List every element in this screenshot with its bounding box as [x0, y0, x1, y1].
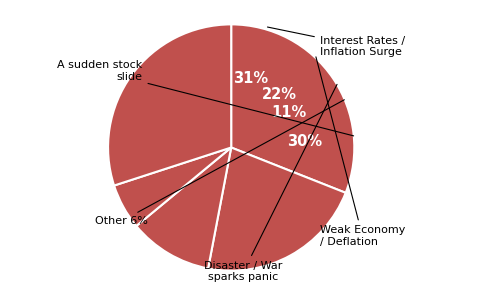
Text: Interest Rates /
Inflation Surge: Interest Rates / Inflation Surge [267, 27, 405, 57]
Wedge shape [108, 24, 231, 186]
Text: 11%: 11% [271, 105, 306, 119]
Text: Other 6%: Other 6% [94, 100, 344, 226]
Text: 31%: 31% [233, 71, 268, 86]
Text: Weak Economy
/ Deflation: Weak Economy / Deflation [316, 57, 405, 247]
Wedge shape [136, 148, 231, 268]
Text: A sudden stock
slide: A sudden stock slide [57, 60, 354, 136]
Text: 30%: 30% [287, 134, 322, 149]
Text: 22%: 22% [262, 87, 297, 102]
Wedge shape [231, 24, 355, 193]
Text: Disaster / War
sparks panic: Disaster / War sparks panic [205, 84, 337, 282]
Wedge shape [114, 148, 231, 226]
Wedge shape [208, 148, 346, 271]
